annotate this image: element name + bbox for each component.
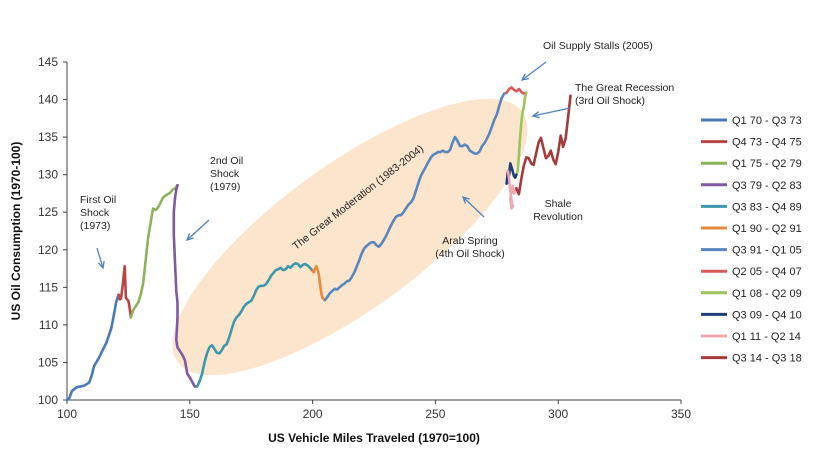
series-line: [323, 91, 508, 302]
series-line: [195, 262, 314, 388]
annotation-label: 2nd Oil Shock (1979): [210, 155, 243, 193]
series-line: [311, 265, 327, 302]
y-tick-label: 105: [38, 355, 58, 369]
y-tick-label: 100: [38, 393, 58, 407]
x-tick-label: 200: [303, 407, 323, 421]
legend-label: Q1 11 - Q2 14: [732, 331, 801, 343]
legend-label: Q1 90 - Q2 91: [732, 223, 802, 235]
legend-item: Q1 11 - Q2 14: [701, 331, 801, 343]
legend-label: Q3 83 - Q4 89: [732, 201, 802, 213]
legend-item: Q1 90 - Q2 91: [701, 223, 802, 235]
great-moderation-region: [172, 98, 528, 376]
legend-label: Q3 79 - Q2 83: [732, 180, 802, 192]
legend-item: Q3 79 - Q2 83: [701, 180, 802, 192]
series-line: [65, 293, 120, 402]
legend-label: Q3 09 - Q4 10: [732, 309, 802, 321]
legend-item: Q3 83 - Q4 89: [701, 201, 802, 213]
annotation-arrow: [531, 107, 571, 119]
annotation-label: Arab Spring (4th Oil Shock): [435, 235, 504, 260]
series-layer: [65, 86, 572, 402]
x-tick-label: 300: [548, 407, 568, 421]
y-tick-label: 115: [39, 280, 58, 294]
legend-label: Q1 70 - Q3 73: [732, 115, 802, 127]
legend-label: Q1 08 - Q2 09: [732, 288, 802, 300]
legend-item: Q4 73 - Q4 75: [701, 137, 802, 149]
y-tick-label: 140: [38, 93, 58, 107]
y-axis-title: US Oil Consumption (1970-100): [9, 142, 23, 321]
series-line: [129, 183, 179, 319]
legend-label: Q3 14 - Q3 18: [732, 353, 802, 365]
y-tick-label: 125: [38, 205, 58, 219]
series-line: [506, 169, 518, 210]
x-tick-label: 150: [180, 407, 200, 421]
series-line: [505, 162, 518, 185]
annotation-label: First Oil Shock (1973): [80, 194, 116, 232]
y-tick-label: 145: [38, 55, 58, 69]
x-tick-label: 350: [671, 407, 691, 421]
x-tick-label: 100: [57, 407, 77, 421]
legend-item: Q1 75 - Q2 79: [701, 158, 802, 170]
annotation-label: Shale Revolution: [533, 198, 583, 223]
series-line: [505, 86, 528, 95]
annotation-arrow: [520, 61, 547, 81]
series-line: [515, 94, 572, 196]
legend-item: Q1 08 - Q2 09: [701, 288, 802, 300]
axes: 100 150 200 250 300 350 100 105 110 115 120 125 130 1…: [9, 55, 691, 445]
annotation-label: Oil Supply Stalls (2005): [543, 40, 653, 52]
legend-label: Q3 91 - Q1 05: [732, 245, 802, 257]
annotation-arrow: [185, 219, 210, 242]
x-tick-label: 250: [425, 407, 445, 421]
legend-label: Q2 05 - Q4 07: [732, 266, 802, 278]
legend-item: Q1 70 - Q3 73: [701, 115, 802, 127]
annotation-arrow: [96, 247, 105, 270]
annotation-arrow: [461, 195, 485, 218]
y-tick-label: 135: [38, 130, 58, 144]
legend: Q1 70 - Q3 73 Q4 73 - Q4 75 Q1 75 - Q2 79 Q…: [701, 115, 802, 365]
series-line: [172, 183, 199, 388]
series-line: [515, 91, 528, 176]
y-tick-label: 120: [38, 243, 58, 257]
y-tick-label: 110: [39, 318, 58, 332]
annotation-label: The Great Recession (3rd Oil Shock): [575, 82, 674, 107]
legend-item: Q3 09 - Q4 10: [701, 309, 802, 321]
legend-item: Q3 91 - Q1 05: [701, 245, 802, 257]
legend-item: Q3 14 - Q3 18: [701, 353, 802, 365]
legend-label: Q4 73 - Q4 75: [732, 137, 802, 149]
legend-item: Q2 05 - Q4 07: [701, 266, 802, 278]
y-tick-label: 130: [38, 168, 58, 182]
series-line: [117, 265, 133, 319]
x-axis-title: US Vehicle Miles Traveled (1970=100): [268, 431, 480, 445]
legend-label: Q1 75 - Q2 79: [732, 158, 802, 170]
